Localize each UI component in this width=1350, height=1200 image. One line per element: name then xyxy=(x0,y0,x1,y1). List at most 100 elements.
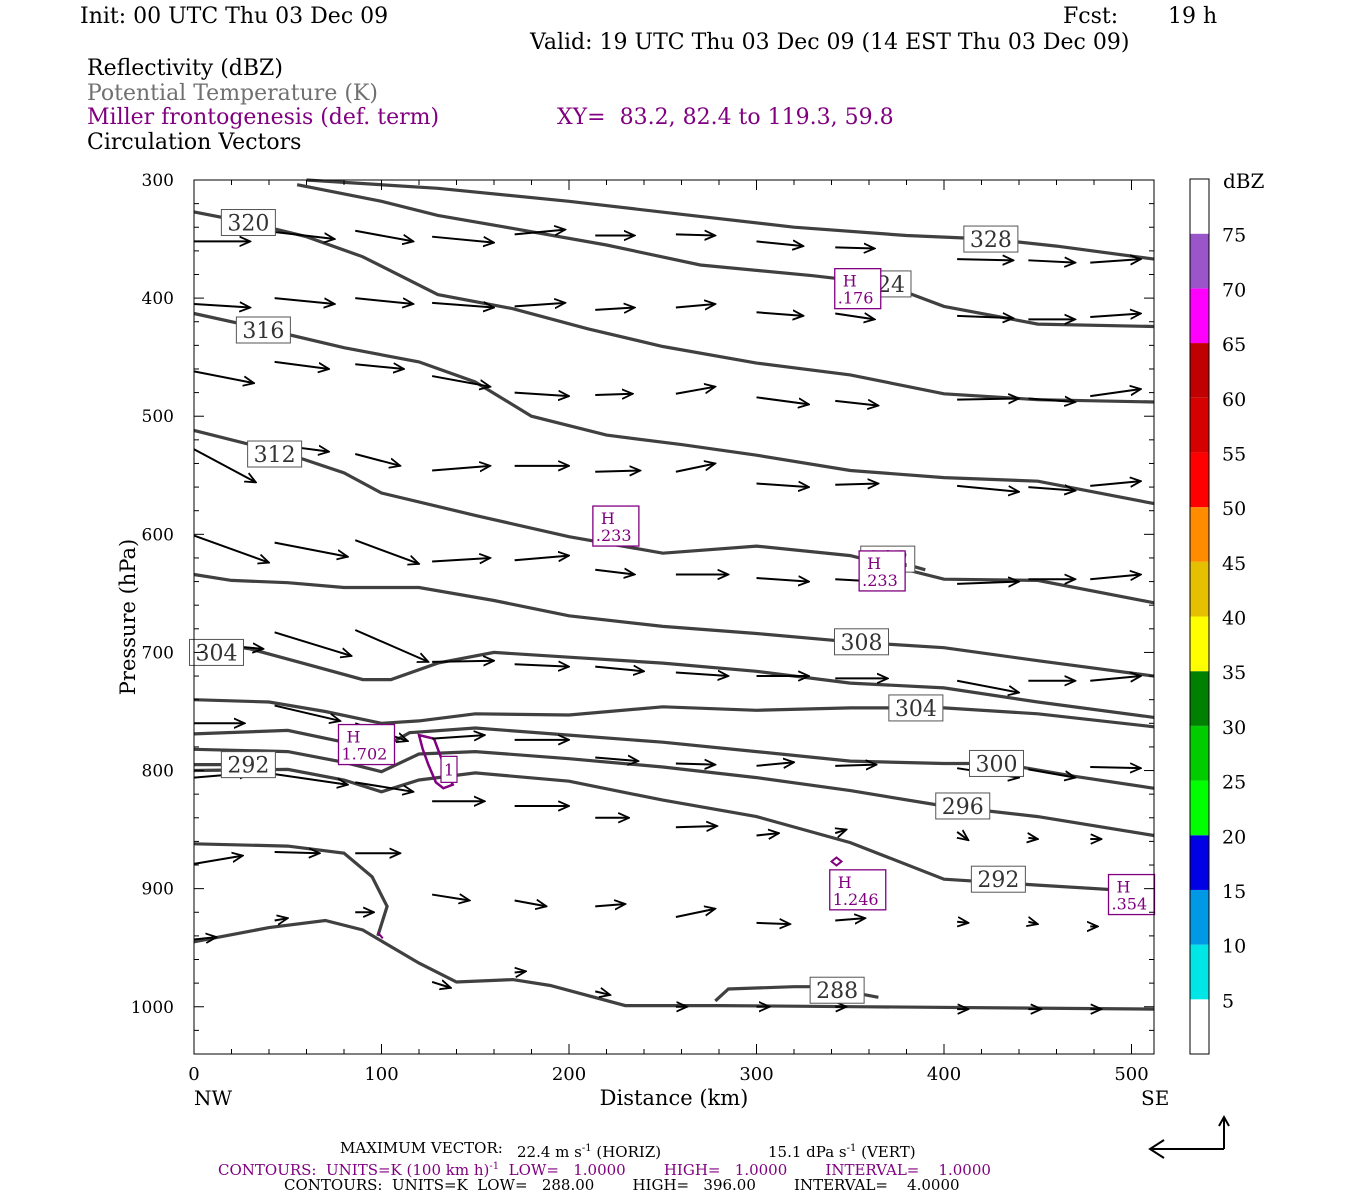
theta-contour-label-box xyxy=(809,976,865,1004)
circulation-vector xyxy=(274,773,348,785)
frontogenesis-max-h: H xyxy=(843,272,857,291)
circulation-vector xyxy=(274,631,352,656)
colorbar-level-label: 60 xyxy=(1222,389,1246,411)
circulation-vector xyxy=(756,484,810,488)
colorbar-segment xyxy=(1190,561,1209,617)
circulation-vector xyxy=(756,762,795,766)
circulation-vector xyxy=(835,247,874,248)
theta-contour-label-box xyxy=(969,749,1024,777)
frontogenesis-max-value: 1.702 xyxy=(342,745,388,764)
frontogenesis-max-value: .176 xyxy=(838,289,874,308)
x-tick-label: 300 xyxy=(739,1064,773,1085)
colorbar-level-label: 25 xyxy=(1222,772,1246,794)
circulation-vector xyxy=(515,971,526,972)
circulation-vector xyxy=(274,918,288,920)
circulation-vector xyxy=(595,394,633,395)
max-vector-horiz-exponent: -1 xyxy=(581,1143,592,1154)
circulation-vector xyxy=(675,673,729,677)
colorbar-segment xyxy=(1190,835,1209,890)
circulation-vector xyxy=(835,401,878,406)
circulation-vector xyxy=(835,765,876,766)
y-tick-label: 700 xyxy=(142,643,174,663)
circulation-vector xyxy=(514,556,569,561)
circulation-vector xyxy=(1090,313,1141,317)
theta-contour-312 xyxy=(193,428,1155,605)
circulation-vector xyxy=(835,484,878,485)
y-tick-label: 600 xyxy=(142,525,174,545)
circulation-vector xyxy=(431,982,451,988)
circulation-vector xyxy=(514,230,566,235)
theta-contour-label: 288 xyxy=(816,979,858,1004)
circulation-vector xyxy=(1028,487,1075,491)
theta-contour-label: 320 xyxy=(227,212,269,237)
y-axis-title: Pressure (hPa) xyxy=(116,539,140,695)
circulation-vector xyxy=(957,922,968,923)
circulation-vector xyxy=(957,259,1013,260)
x-tick-label: 500 xyxy=(1114,1064,1148,1085)
circulation-vector xyxy=(193,937,217,939)
colorbar-title: dBZ xyxy=(1223,169,1265,193)
max-vector-vert-value: 15.1 dPa s xyxy=(768,1143,847,1161)
theta-contour-label-box xyxy=(247,440,303,468)
colorbar-segment xyxy=(1190,288,1209,344)
valid-time: Valid: 19 UTC Thu 03 Dec 09 (14 EST Thu … xyxy=(530,30,1130,55)
colorbar-segment xyxy=(1190,343,1209,398)
colorbar-level-label: 5 xyxy=(1222,990,1234,1012)
circulation-vector xyxy=(675,463,715,473)
frontogenesis-max-h: H xyxy=(867,554,881,573)
colorbar-segment xyxy=(1190,397,1209,453)
circulation-vector xyxy=(595,904,625,906)
frontogenesis-contour xyxy=(417,733,455,790)
theta-contour-label-box xyxy=(888,694,944,722)
field-potential-temperature: Potential Temperature (K) xyxy=(87,81,378,106)
circulation-vector xyxy=(274,541,348,557)
circulation-vector xyxy=(835,313,874,319)
x-axis-left-end-label: NW xyxy=(194,1086,233,1110)
theta-contour-label-box xyxy=(963,225,1019,253)
contours-frontogenesis-range: LOW= 1.0000 HIGH= 1.0000 INTERVAL= 1.000… xyxy=(499,1161,991,1179)
colorbar-level-label: 40 xyxy=(1222,608,1246,630)
theta-contour-label: 316 xyxy=(242,319,284,344)
y-tick-label: 1000 xyxy=(131,998,174,1018)
circulation-vector xyxy=(432,661,494,662)
contours-theta-info: CONTOURS: UNITS=K LOW= 288.00 HIGH= 396.… xyxy=(284,1176,960,1194)
x-tick-label: 400 xyxy=(927,1064,961,1085)
circulation-vector xyxy=(432,735,485,739)
x-axis-title: Distance (km) xyxy=(600,1086,749,1110)
circulation-vector xyxy=(595,991,610,995)
theta-contour-label: 300 xyxy=(976,752,1018,777)
circulation-vector xyxy=(274,852,320,853)
frontogenesis-max-value: .233 xyxy=(862,571,898,590)
contours-frontogenesis-units: CONTOURS: UNITS=K (100 km h) xyxy=(218,1161,490,1179)
colorbar-segment xyxy=(1190,616,1209,672)
circulation-vector xyxy=(355,229,413,242)
theta-contour-324 xyxy=(296,183,1155,329)
colorbar-segment xyxy=(1190,999,1209,1054)
circulation-vector xyxy=(675,763,715,764)
max-vector-vertical: 15.1 dPa s-1 (VERT) xyxy=(768,1140,916,1161)
circulation-vector xyxy=(756,312,804,316)
frontogenesis-max-box xyxy=(829,869,887,911)
circulation-vector xyxy=(432,235,494,243)
circulation-vector xyxy=(274,297,335,304)
init-time: Init: 00 UTC Thu 03 Dec 09 xyxy=(80,4,389,29)
circulation-vector xyxy=(514,303,566,307)
circulation-vector xyxy=(675,304,715,308)
circulation-vector xyxy=(756,578,810,582)
circulation-vector xyxy=(756,833,780,835)
circulation-vector xyxy=(1090,259,1141,263)
contours-frontogenesis-exponent: -1 xyxy=(489,1161,500,1172)
frontogenesis-max-box xyxy=(858,550,906,592)
reference-vector-icon xyxy=(1148,1114,1230,1159)
theta-contour-316 xyxy=(193,311,1155,506)
circulation-vector xyxy=(193,448,256,482)
circulation-vector xyxy=(432,466,490,471)
theta-contour-288 xyxy=(193,842,389,937)
circulation-vector xyxy=(514,900,547,906)
x-axis-right-end-label: SE xyxy=(1141,1086,1169,1110)
circulation-vector xyxy=(354,453,400,466)
circulation-vector xyxy=(354,539,419,564)
theta-contour-308 xyxy=(193,572,1155,678)
circulation-vector xyxy=(835,918,865,920)
